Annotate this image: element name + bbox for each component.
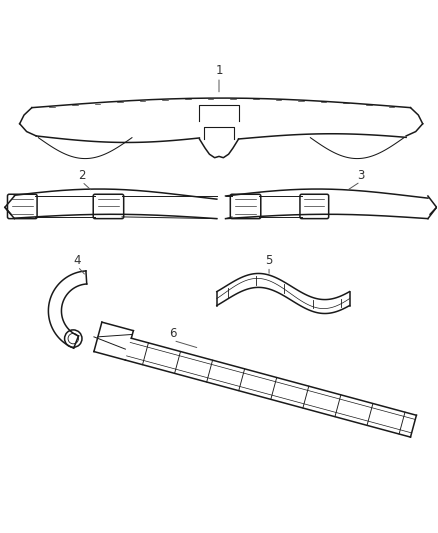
Text: 5: 5 bbox=[265, 254, 273, 266]
Text: 3: 3 bbox=[357, 168, 364, 182]
Text: 1: 1 bbox=[215, 64, 223, 77]
Text: 2: 2 bbox=[78, 168, 86, 182]
Text: 4: 4 bbox=[74, 254, 81, 266]
Text: 6: 6 bbox=[170, 327, 177, 341]
